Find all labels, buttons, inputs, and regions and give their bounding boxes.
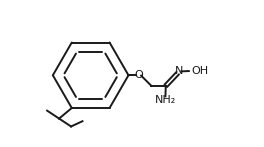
Text: O: O xyxy=(134,70,143,80)
Text: NH₂: NH₂ xyxy=(155,95,176,105)
Text: OH: OH xyxy=(191,66,208,76)
Text: N: N xyxy=(175,66,184,76)
